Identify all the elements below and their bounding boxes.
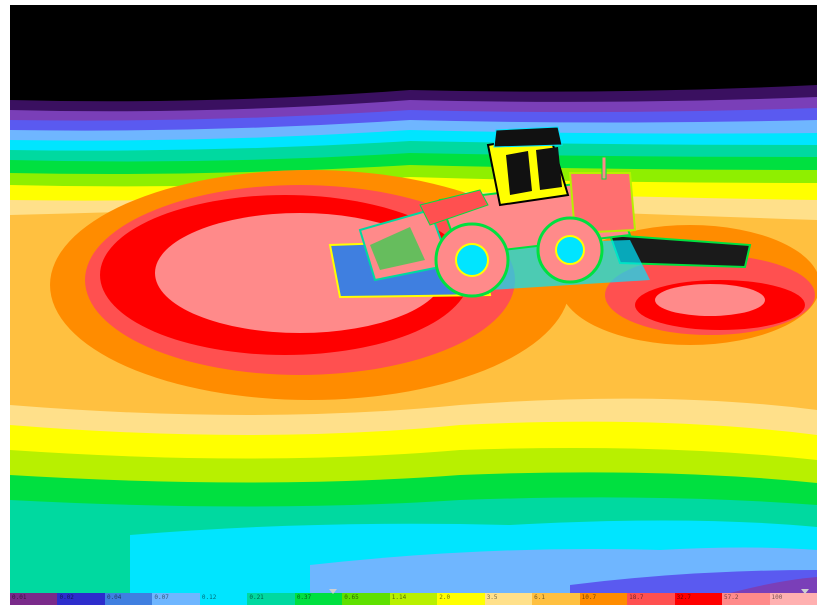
legend-swatch: 0.37 xyxy=(294,593,343,605)
legend-swatch: 0.65 xyxy=(342,593,390,605)
legend-label: 100 xyxy=(771,594,783,601)
legend-swatch: 2.0 xyxy=(437,593,485,605)
legend-label: 1.14 xyxy=(391,594,407,601)
legend-label: 57.2 xyxy=(724,594,739,601)
range-high-marker-icon[interactable] xyxy=(800,589,809,594)
legend-swatch: 18.7 xyxy=(627,593,675,605)
legend-label: 0.01 xyxy=(12,594,27,601)
legend-label: 6.1 xyxy=(534,594,545,601)
range-low-marker-icon[interactable] xyxy=(328,589,337,594)
front-wheel-hub xyxy=(455,243,489,277)
cab-roof xyxy=(493,126,563,148)
legend-swatch: 0.02 xyxy=(57,593,105,605)
legend-label: 0.07 xyxy=(154,594,169,601)
legend-label: 10.7 xyxy=(581,594,597,601)
legend-swatch: 0.21 xyxy=(247,593,295,605)
loader-arm xyxy=(419,189,489,226)
color-scale-legend: 0.01 0.02 0.04 0.07 0.12 0.21 0.37 0.65 1.14 2.0 3… xyxy=(10,589,817,605)
legend-swatch: 0.04 xyxy=(104,593,153,605)
3d-viewport[interactable] xyxy=(10,5,817,593)
legend-label: 3.5 xyxy=(486,594,498,601)
legend-swatch: 57.2 xyxy=(722,593,770,605)
legend-swatch: 6.1 xyxy=(532,593,580,605)
zone-pink-right xyxy=(655,284,765,316)
legend-swatch: 0.01 xyxy=(10,593,58,605)
legend-swatch: 100 xyxy=(769,593,817,605)
cab-window-left xyxy=(506,151,532,195)
wheel-loader-model[interactable] xyxy=(358,126,637,298)
legend-label: 0.12 xyxy=(201,594,217,601)
legend-swatch: 1.14 xyxy=(389,593,438,605)
legend-label: 2.0 xyxy=(439,594,451,601)
legend-swatch: 32.7 xyxy=(674,593,723,605)
legend-label: 32.7 xyxy=(676,594,692,601)
legend-swatch: 0.12 xyxy=(199,593,248,605)
cab-window-right xyxy=(536,147,562,190)
engine-box xyxy=(568,172,637,235)
legend-label: 18.7 xyxy=(629,594,644,601)
rear-wheel-hub xyxy=(555,235,585,265)
bucket-inner xyxy=(370,227,425,270)
legend-label: 0.02 xyxy=(59,594,74,601)
legend-label: 0.37 xyxy=(296,594,312,601)
band-lower-purple xyxy=(730,577,817,593)
exhaust-pipe xyxy=(601,156,607,180)
heatmap-scene[interactable] xyxy=(10,5,817,593)
legend-label: 0.04 xyxy=(106,594,122,601)
legend-label: 0.21 xyxy=(249,594,264,601)
legend-swatch: 10.7 xyxy=(579,593,628,605)
contour-bands xyxy=(10,85,817,593)
legend-label: 0.65 xyxy=(344,594,359,601)
legend-swatch: 3.5 xyxy=(484,593,533,605)
legend-swatch: 0.07 xyxy=(152,593,200,605)
